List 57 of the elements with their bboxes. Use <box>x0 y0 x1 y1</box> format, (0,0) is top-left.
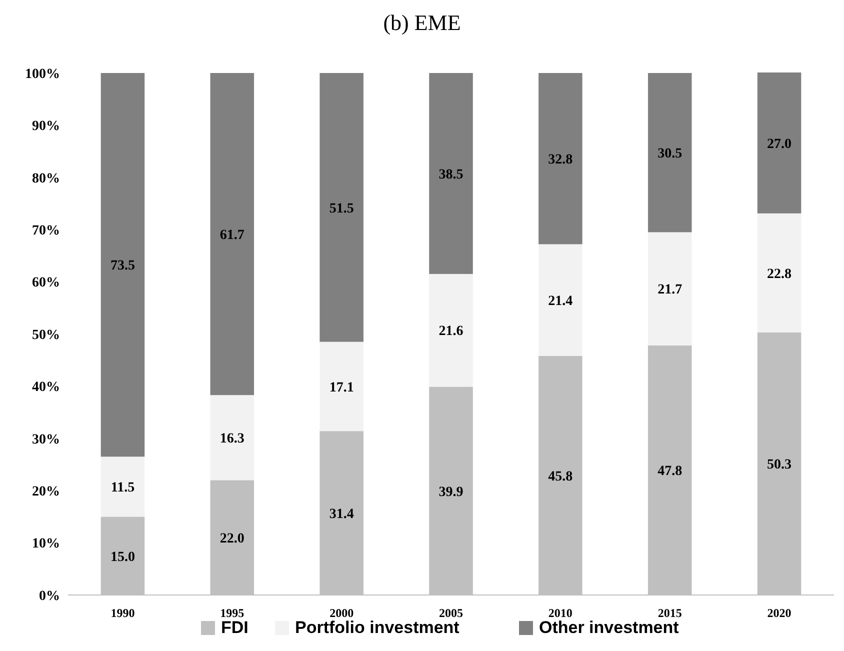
x-tick-label: 2005 <box>439 606 463 620</box>
bar <box>538 244 582 356</box>
y-tick-label: 40% <box>32 380 60 396</box>
data-label: 31.4 <box>329 506 354 522</box>
legend-label: Portfolio investment <box>295 618 460 637</box>
y-tick-label: 80% <box>32 171 60 186</box>
data-label: 61.7 <box>220 228 244 243</box>
legend-label: Other investment <box>539 618 680 637</box>
y-tick-label: 50% <box>32 328 60 343</box>
data-label: 17.1 <box>329 380 354 396</box>
data-label: 45.8 <box>548 469 573 484</box>
data-label: 51.5 <box>329 201 354 216</box>
bar <box>648 73 692 232</box>
data-label: 50.3 <box>767 458 792 473</box>
bar <box>429 73 473 274</box>
data-label: 21.6 <box>438 324 464 340</box>
bar <box>100 456 145 517</box>
y-tick-label: 0% <box>39 588 60 604</box>
bar <box>648 232 692 346</box>
x-tick-label: 2010 <box>548 606 572 620</box>
bar <box>757 72 802 214</box>
x-tick-label: 2015 <box>658 606 682 620</box>
data-label: 27.0 <box>767 136 792 152</box>
y-tick-label: 100% <box>25 66 60 82</box>
y-tick-label: 10% <box>32 536 60 552</box>
y-tick-label: 20% <box>32 484 60 500</box>
data-label: 30.5 <box>658 146 682 162</box>
data-label: 21.4 <box>548 294 573 309</box>
bar <box>320 73 364 342</box>
y-tick-label: 60% <box>32 276 60 291</box>
bar <box>538 73 582 244</box>
x-tick-label: 1990 <box>110 606 135 620</box>
bar <box>429 274 473 387</box>
data-label: 73.5 <box>110 258 135 274</box>
data-label: 32.8 <box>548 152 573 168</box>
data-label: 21.7 <box>658 282 682 298</box>
bar <box>210 395 254 480</box>
data-label: 11.5 <box>110 480 135 496</box>
data-label: 38.5 <box>438 167 464 182</box>
data-label: 16.3 <box>220 432 244 447</box>
data-label: 22.0 <box>220 531 244 546</box>
bar <box>100 73 145 457</box>
x-tick-label: 2000 <box>330 606 354 620</box>
y-tick-label: 90% <box>32 119 60 134</box>
legend-label: FDI <box>221 618 248 637</box>
bar <box>210 73 254 396</box>
data-label: 39.9 <box>438 484 464 500</box>
x-tick-label: 1995 <box>220 606 244 620</box>
data-label: 47.8 <box>658 464 682 480</box>
chart-title: (b) EME <box>383 10 461 35</box>
bar <box>757 213 802 332</box>
bar <box>320 342 364 432</box>
data-label: 22.8 <box>767 266 792 282</box>
data-label: 15.0 <box>110 550 135 565</box>
x-tick-label: 2020 <box>767 606 792 620</box>
y-tick-label: 30% <box>32 432 60 448</box>
y-tick-label: 70% <box>32 224 60 238</box>
